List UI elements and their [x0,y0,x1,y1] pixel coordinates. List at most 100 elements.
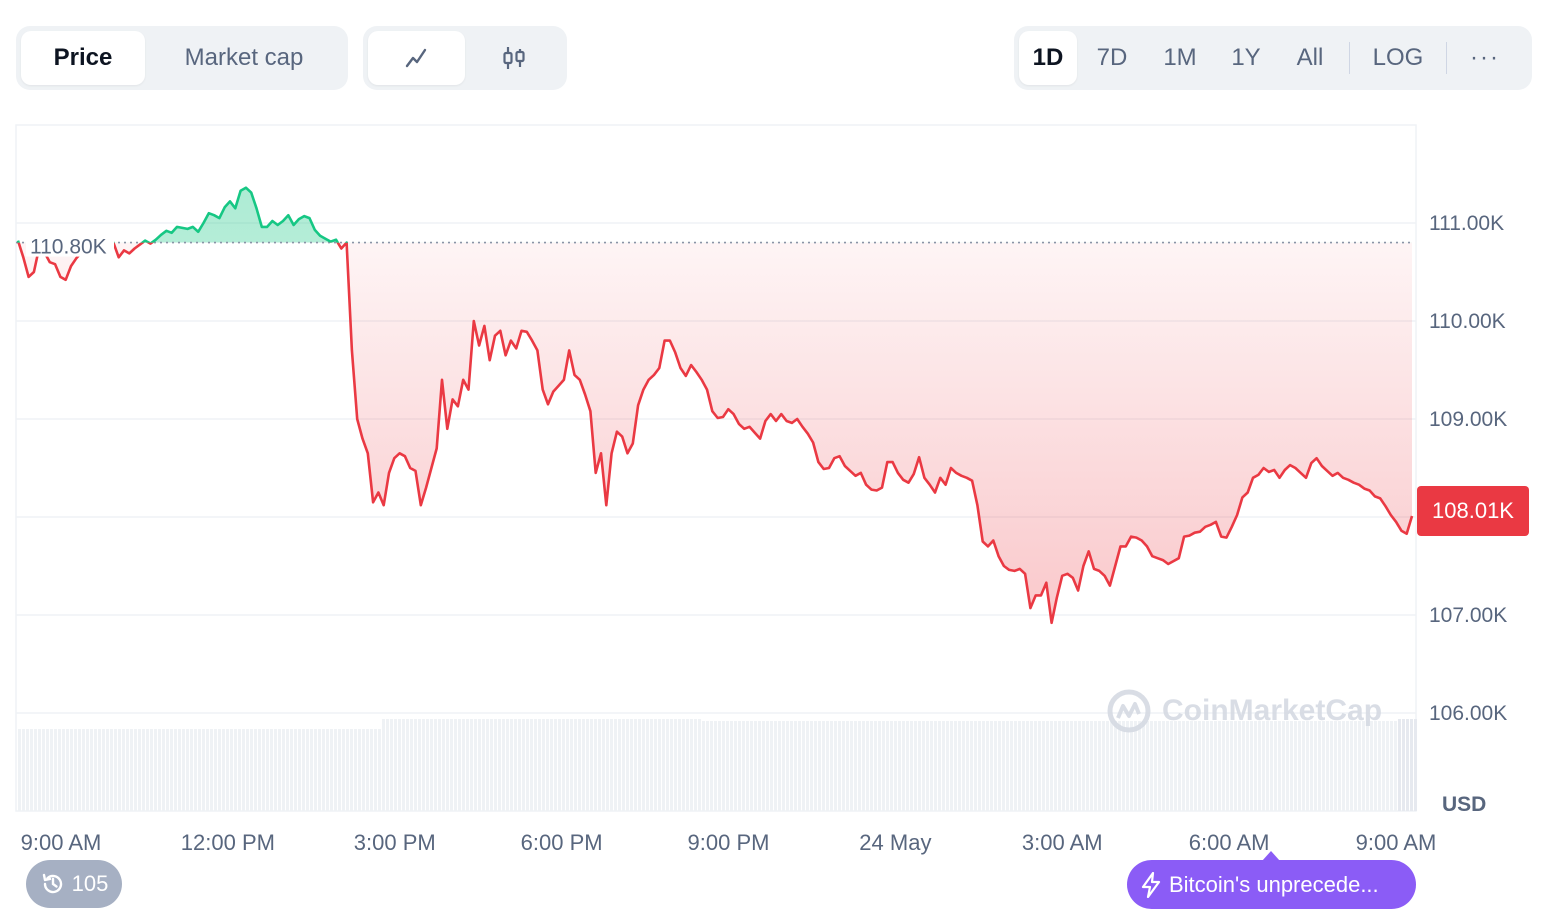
volume-bar [1398,719,1401,811]
volume-bar [730,721,733,811]
volume-bar [90,729,93,811]
volume-bar [1290,721,1293,811]
history-badge[interactable]: 105 [26,860,122,908]
area-fills [18,187,1412,623]
volume-bar [86,729,89,811]
volume-bar [966,721,969,811]
volume-bar [442,719,445,811]
range-7d[interactable]: 7D [1096,44,1128,71]
volume-bar [126,729,129,811]
volume-bar [1126,721,1129,811]
volume-bar [630,719,633,811]
volume-bar [1346,721,1349,811]
volume-bar [78,729,81,811]
volume-bar [298,729,301,811]
volume-bar [22,729,25,811]
range-all[interactable]: All [1296,44,1324,71]
log-toggle[interactable]: LOG [1372,44,1424,71]
volume-bar [898,721,901,811]
volume-bar [682,719,685,811]
volume-bar [1222,721,1225,811]
volume-bar [670,719,673,811]
volume-bar [634,719,637,811]
volume-bar [1334,721,1337,811]
range-1m[interactable]: 1M [1163,44,1197,71]
volume-bar [1030,721,1033,811]
volume-bar [714,721,717,811]
price-tab[interactable]: Price [21,31,145,85]
volume-bar [994,721,997,811]
volume-bar [302,729,305,811]
volume-bar [478,719,481,811]
volume-bar [526,719,529,811]
volume-bar [254,729,257,811]
news-event-pill[interactable]: Bitcoin's unprecede... [1127,860,1416,909]
range-1y[interactable]: 1Y [1231,44,1261,71]
x-tick-label: 24 May [859,830,931,855]
market-cap-tab[interactable]: Market cap [184,44,304,71]
volume-bar [534,719,537,811]
volume-bar [182,729,185,811]
volume-bar [878,721,881,811]
volume-bar [262,729,265,811]
volume-bar [850,721,853,811]
volume-bar [1018,721,1021,811]
volume-bar [322,729,325,811]
volume-bar [1298,721,1301,811]
volume-bar [38,729,41,811]
more-options-button[interactable]: ··· [1470,44,1500,71]
volume-bar [278,729,281,811]
volume-bar [910,721,913,811]
volume-bar [554,719,557,811]
y-axis: 111.00K110.00K109.00K108.00K107.00K106.0… [1429,212,1507,725]
volume-bar [858,721,861,811]
volume-bar [1246,721,1249,811]
x-tick-label: 6:00 PM [521,830,603,855]
divider [1446,42,1447,74]
volume-bar [230,729,233,811]
volume-bar [598,719,601,811]
volume-bar [390,719,393,811]
range-1d[interactable]: 1D [1019,31,1077,85]
volume-bar [66,729,69,811]
volume-bar [270,729,273,811]
volume-bar [430,719,433,811]
volume-bar [1270,721,1273,811]
volume-bar [774,721,777,811]
volume-bar [854,721,857,811]
volume-bar [42,729,45,811]
x-tick-label: 6:00 AM [1189,830,1270,855]
volume-bar [1086,721,1089,811]
volume-bar [810,721,813,811]
volume-bar [930,721,933,811]
volume-bar [1274,721,1277,811]
volume-bar [1022,721,1025,811]
volume-bar [1118,721,1121,811]
volume-bar [362,729,365,811]
volume-bar [82,729,85,811]
volume-bar [1154,721,1157,811]
line-chart-button[interactable] [368,31,465,85]
volume-bar [1410,719,1413,811]
volume-bar [426,719,429,811]
volume-bar [658,719,661,811]
time-range-toggle: 1D 7D 1M 1Y All LOG ··· [1014,26,1532,90]
volume-bar [790,721,793,811]
y-tick-label: 110.00K [1429,310,1506,333]
volume-bar [486,719,489,811]
volume-bar [1310,721,1313,811]
volume-bar [374,729,377,811]
volume-bar [118,729,121,811]
volume-bar [1318,721,1321,811]
watermark-text: CoinMarketCap [1162,694,1383,727]
volume-bar [46,729,49,811]
volume-bar [1102,721,1105,811]
candlestick-button[interactable] [465,31,562,85]
volume-bar [550,719,553,811]
open-price-label: 110.80K [30,236,107,259]
volume-bar [1150,721,1153,811]
volume-bar [666,719,669,811]
volume-bar [138,729,141,811]
volume-bar [1142,721,1145,811]
